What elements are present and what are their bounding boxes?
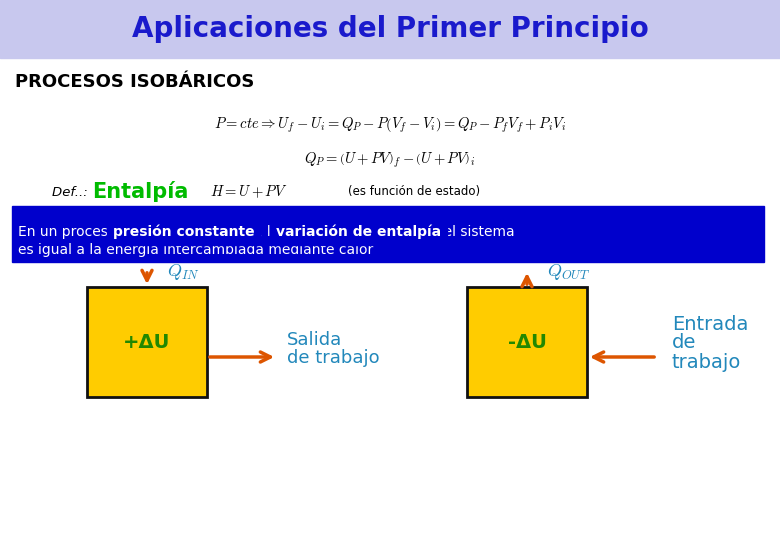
Text: $Q_{IN}$: $Q_{IN}$ — [167, 262, 200, 282]
Text: presión constante: presión constante — [113, 225, 254, 239]
Text: Entalpía: Entalpía — [92, 181, 189, 202]
Text: de trabajo: de trabajo — [287, 349, 380, 367]
Text: variación de entalpía: variación de entalpía — [276, 225, 441, 239]
Text: PROCESOS ISOBÁRICOS: PROCESOS ISOBÁRICOS — [15, 73, 254, 91]
Text: es igual a la energía intercambiada mediante calor: es igual a la energía intercambiada medi… — [18, 243, 374, 257]
Text: $Q_P = \Delta H = H_f - H_i$: $Q_P = \Delta H = H_f - H_i$ — [326, 218, 454, 238]
Text: Entrada: Entrada — [672, 315, 748, 334]
Text: $Q_P = \left(U + PV\right)_f - \left(U + PV\right)_i$: $Q_P = \left(U + PV\right)_f - \left(U +… — [304, 150, 476, 170]
Text: $Q_{OUT}$: $Q_{OUT}$ — [547, 262, 590, 282]
Bar — [12, 206, 764, 262]
Text: Aplicaciones del Primer Principio: Aplicaciones del Primer Principio — [132, 15, 648, 43]
Text: -ΔU: -ΔU — [508, 333, 547, 352]
Bar — [0, 0, 780, 58]
Text: $H = U + PV$: $H = U + PV$ — [210, 184, 288, 200]
Text: trabajo: trabajo — [672, 353, 741, 372]
Text: En un proceso a presión constante, la variación de entalpía del sistema: En un proceso a presión constante, la va… — [18, 225, 515, 239]
Text: de: de — [672, 334, 697, 353]
Text: +ΔU: +ΔU — [123, 333, 171, 352]
Text: Salida: Salida — [287, 331, 342, 349]
Text: (es función de estado): (es función de estado) — [348, 186, 480, 199]
Text: Def..:: Def..: — [52, 186, 92, 199]
Bar — [87, 287, 207, 397]
Text: $P = cte \Rightarrow U_f - U_i = Q_P - P\left(V_f - V_i\right) = Q_P - P_f V_f +: $P = cte \Rightarrow U_f - U_i = Q_P - P… — [214, 115, 566, 135]
Bar — [467, 287, 587, 397]
